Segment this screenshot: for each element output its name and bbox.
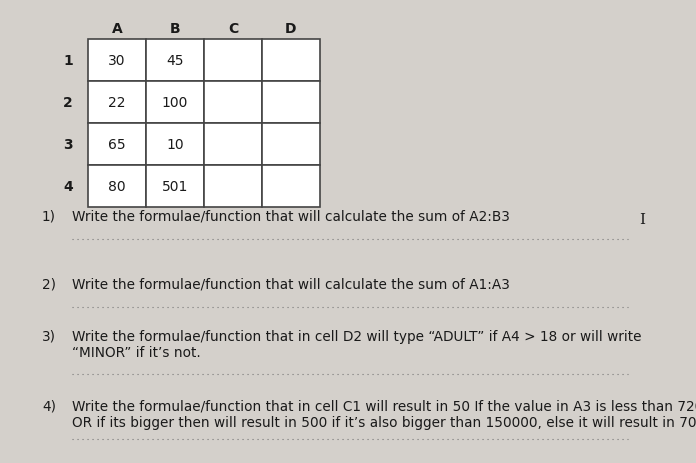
Bar	[146, 40, 204, 82]
Bar	[88, 82, 146, 124]
Bar	[88, 124, 146, 166]
Bar	[204, 166, 262, 207]
Text: C: C	[228, 22, 238, 36]
Text: D: D	[285, 22, 296, 36]
Text: 2): 2)	[42, 277, 56, 291]
Text: B: B	[170, 22, 180, 36]
Text: 501: 501	[161, 180, 188, 194]
Text: 30: 30	[109, 54, 126, 68]
Text: 2: 2	[63, 96, 73, 110]
Text: OR if its bigger then will result in 500 if it’s also bigger than 150000, else i: OR if its bigger then will result in 500…	[72, 415, 696, 429]
Text: Write the formulae/function that in cell D2 will type “ADULT” if A4 > 18 or will: Write the formulae/function that in cell…	[72, 329, 642, 343]
Bar	[262, 166, 320, 207]
Text: 4): 4)	[42, 399, 56, 413]
Text: 3): 3)	[42, 329, 56, 343]
Bar	[262, 40, 320, 82]
Text: 3: 3	[63, 138, 73, 152]
Bar	[204, 40, 262, 82]
Bar	[146, 166, 204, 207]
Text: 22: 22	[109, 96, 126, 110]
Text: 1): 1)	[42, 210, 56, 224]
Bar	[204, 124, 262, 166]
Text: Write the formulae/function that will calculate the sum of A1:A3: Write the formulae/function that will ca…	[72, 277, 510, 291]
Text: Write the formulae/function that in cell C1 will result in 50 If the value in A3: Write the formulae/function that in cell…	[72, 399, 696, 413]
Text: 1: 1	[63, 54, 73, 68]
Bar	[204, 82, 262, 124]
Bar	[88, 40, 146, 82]
Text: 100: 100	[161, 96, 188, 110]
Text: A: A	[111, 22, 122, 36]
Text: 4: 4	[63, 180, 73, 194]
Text: 10: 10	[166, 138, 184, 152]
Text: 45: 45	[166, 54, 184, 68]
Text: 80: 80	[108, 180, 126, 194]
Bar	[88, 166, 146, 207]
Text: 65: 65	[108, 138, 126, 152]
Bar	[262, 82, 320, 124]
Text: Write the formulae/function that will calculate the sum of A2:B3: Write the formulae/function that will ca…	[72, 210, 510, 224]
Bar	[146, 124, 204, 166]
Text: “MINOR” if it’s not.: “MINOR” if it’s not.	[72, 345, 200, 359]
Bar	[262, 124, 320, 166]
Text: I: I	[639, 213, 645, 226]
Bar	[146, 82, 204, 124]
